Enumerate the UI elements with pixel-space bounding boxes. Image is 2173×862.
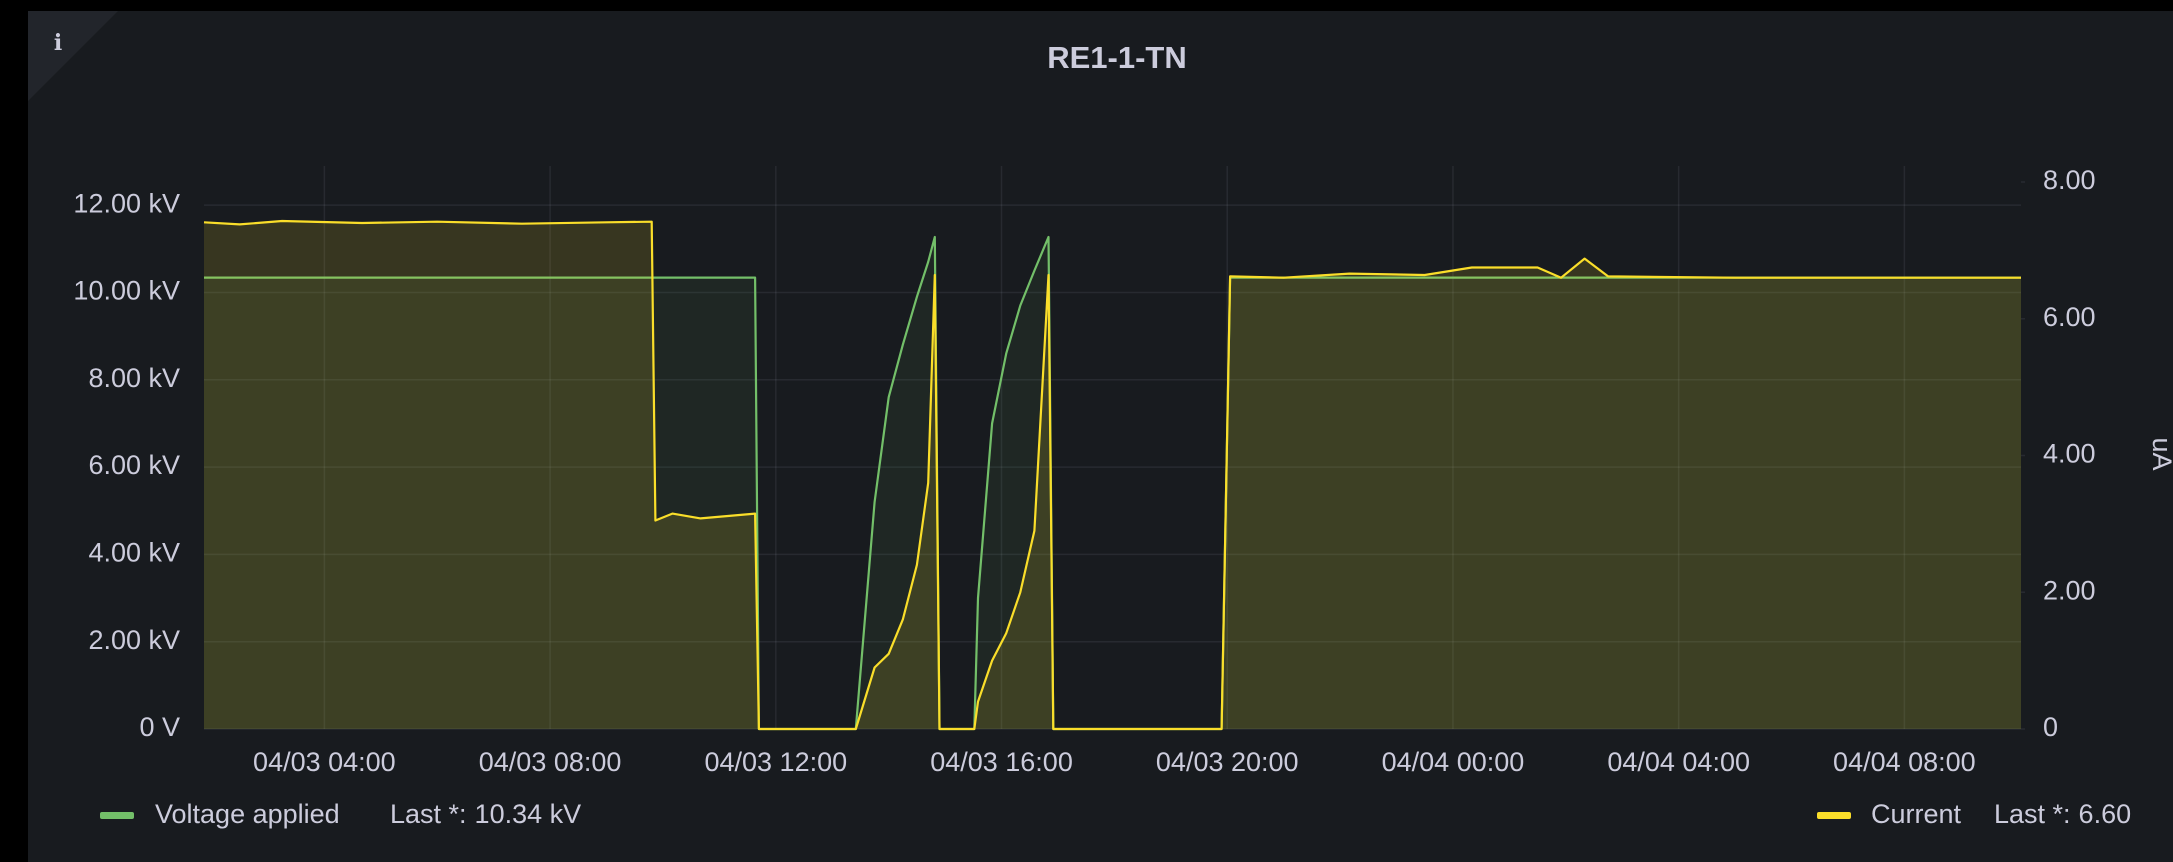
- x-tick-label: 04/04 08:00: [1833, 747, 1976, 777]
- legend-stat-value: 6.60: [2079, 799, 2132, 829]
- info-icon[interactable]: i: [54, 30, 62, 56]
- panel-title: RE1-1-TN: [1047, 40, 1187, 75]
- legend-swatch[interactable]: [100, 812, 134, 819]
- x-tick-label: 04/04 00:00: [1382, 747, 1525, 777]
- x-tick-label: 04/03 08:00: [479, 747, 622, 777]
- x-tick-label: 04/03 16:00: [930, 747, 1073, 777]
- y-tick-label: 8.00 kV: [88, 363, 180, 393]
- legend-stat-label: Last *:: [1994, 799, 2071, 829]
- series-area: [204, 221, 2021, 729]
- series-area: [204, 237, 2021, 729]
- panel-background: [28, 11, 2173, 862]
- series-line: [203, 219, 2021, 731]
- y-tick-label: 6.00 kV: [88, 450, 180, 480]
- y-tick-label: 12.00 kV: [73, 188, 180, 218]
- y2-tick-label: 4.00: [2043, 439, 2096, 469]
- info-corner[interactable]: [28, 11, 118, 101]
- x-tick-label: 04/04 04:00: [1607, 747, 1750, 777]
- y-tick-label: 10.00 kV: [73, 276, 180, 306]
- legend-name[interactable]: Current: [1871, 799, 1962, 829]
- y2-tick-label: 2.00: [2043, 575, 2096, 605]
- x-tick-label: 04/03 20:00: [1156, 747, 1299, 777]
- y2-tick-label: 6.00: [2043, 302, 2096, 332]
- x-tick-label: 04/03 12:00: [704, 747, 847, 777]
- legend-stat-value: 10.34 kV: [475, 799, 582, 829]
- y-tick-label: 2.00 kV: [88, 625, 180, 655]
- y-tick-label: 4.00 kV: [88, 538, 180, 568]
- x-tick-label: 04/03 04:00: [253, 747, 396, 777]
- legend-stat-label: Last *:: [390, 799, 467, 829]
- y2-axis-label: uA: [2147, 437, 2173, 470]
- y-tick-label: 0 V: [139, 712, 180, 742]
- y2-tick-label: 0: [2043, 712, 2058, 742]
- y2-tick-label: 8.00: [2043, 165, 2096, 195]
- legend-swatch[interactable]: [1817, 812, 1851, 819]
- legend-name[interactable]: Voltage applied: [155, 799, 340, 829]
